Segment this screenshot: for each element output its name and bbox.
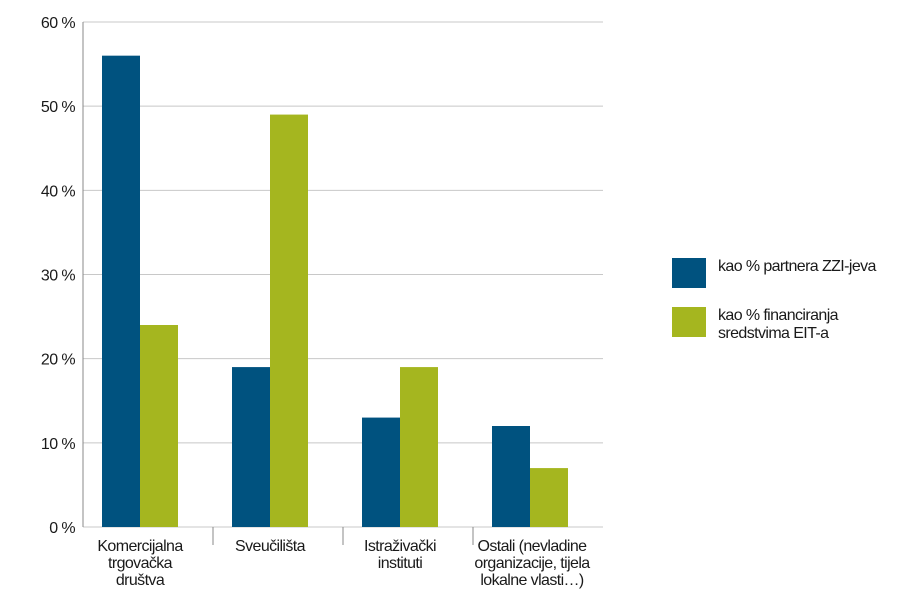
- x-tick-label: lokalne vlasti…): [480, 572, 584, 589]
- y-tick-label: 20 %: [41, 352, 75, 369]
- bar: [492, 426, 530, 527]
- y-tick-label: 30 %: [41, 268, 75, 285]
- x-tick-label: društva: [116, 572, 165, 589]
- x-tick-label: instituti: [378, 555, 422, 572]
- legend-item: kao % financiranja sredstvima EIT-a: [672, 307, 912, 343]
- bar: [362, 417, 400, 527]
- x-tick-label: Komercijalna: [97, 538, 183, 555]
- x-tick-label: Ostali (nevladine: [478, 538, 588, 555]
- bar: [140, 325, 178, 527]
- bar: [270, 114, 308, 527]
- legend: kao % partnera ZZI-jeva kao % financiranj…: [672, 258, 912, 362]
- bar: [400, 367, 438, 527]
- bar: [102, 55, 140, 528]
- legend-label: kao % partnera ZZI-jeva: [718, 258, 876, 275]
- legend-label: kao % financiranja sredstvima EIT-a: [718, 307, 839, 342]
- y-tick-label: 50 %: [41, 99, 75, 116]
- x-tick-label: Sveučilišta: [235, 538, 306, 555]
- x-tick-label: trgovačka: [108, 555, 173, 572]
- legend-swatch: [672, 258, 706, 288]
- y-tick-label: 10 %: [41, 436, 75, 453]
- bar: [530, 468, 568, 527]
- y-tick-label: 0 %: [49, 520, 75, 537]
- x-tick-label: Istraživački: [364, 538, 436, 555]
- y-tick-label: 60 %: [41, 15, 75, 32]
- x-tick-label: organizacije, tijela: [474, 555, 590, 572]
- y-tick-label: 40 %: [41, 183, 75, 200]
- legend-item: kao % partnera ZZI-jeva: [672, 258, 912, 288]
- bar: [232, 367, 270, 527]
- legend-swatch: [672, 307, 706, 337]
